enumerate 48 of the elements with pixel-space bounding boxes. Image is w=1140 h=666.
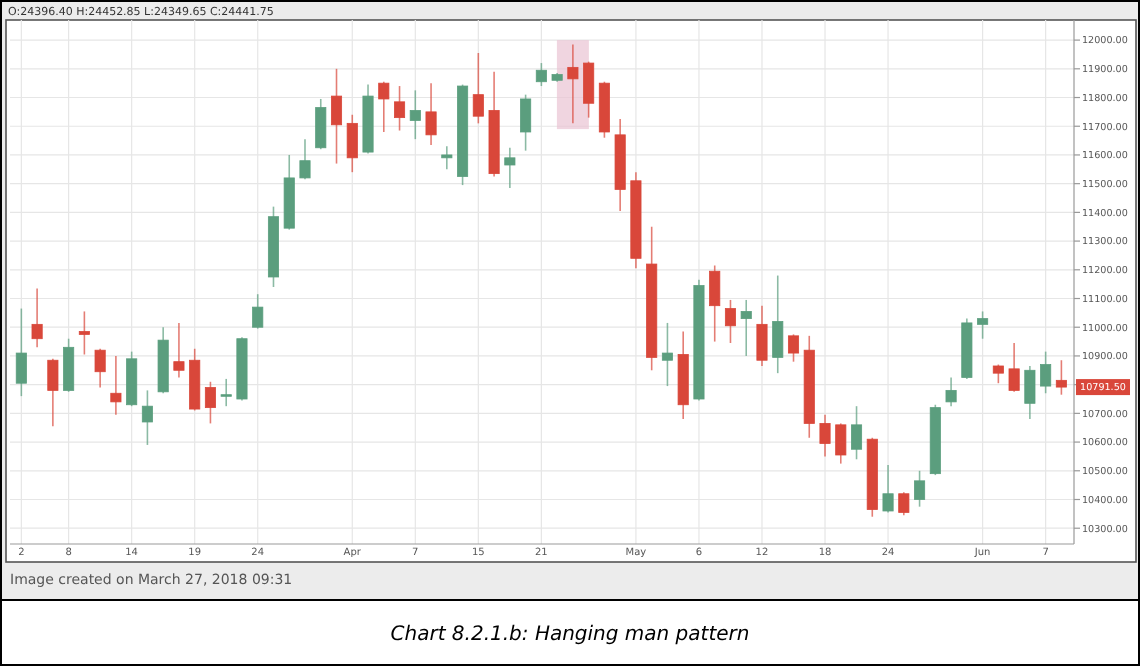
candlestick — [173, 322, 185, 379]
candlestick — [567, 43, 579, 125]
candlestick — [1040, 350, 1052, 395]
candlestick — [914, 469, 926, 508]
candlestick — [977, 310, 989, 340]
candlestick — [1008, 342, 1020, 393]
candlestick — [299, 138, 311, 181]
candlestick — [535, 62, 547, 87]
candlestick — [504, 146, 516, 189]
candlestick — [425, 82, 437, 146]
candlestick — [882, 464, 894, 514]
candlestick — [583, 60, 595, 119]
candlestick — [409, 89, 421, 140]
candlestick — [78, 310, 90, 356]
candlestick — [394, 85, 406, 132]
candlestick — [330, 68, 343, 165]
candlestick — [819, 413, 831, 458]
candlestick — [1024, 365, 1036, 420]
candlestick — [472, 52, 484, 125]
candlestick — [772, 274, 784, 374]
candlestick — [945, 376, 957, 407]
candlestick — [441, 145, 453, 171]
candlestick — [661, 322, 673, 387]
candlestick — [898, 491, 910, 517]
candlestick — [15, 307, 27, 397]
candlestick — [378, 80, 390, 133]
candlestick — [315, 98, 327, 151]
candlestick — [740, 299, 752, 357]
candlestick — [141, 389, 153, 446]
candlestick — [851, 405, 863, 461]
candlestick — [835, 422, 847, 465]
candlestick — [204, 380, 216, 425]
candlestick — [1055, 359, 1067, 396]
candlestick — [520, 93, 532, 152]
candlestick — [756, 304, 768, 367]
candlestick — [346, 113, 358, 173]
candlestick — [787, 333, 800, 363]
candlestick — [252, 293, 264, 330]
candlestick — [31, 287, 43, 349]
candlestick — [110, 355, 122, 416]
candlestick — [94, 347, 106, 389]
text: Chart 8.2.1.b: Hanging man pattern — [390, 624, 750, 646]
candlestick — [47, 358, 59, 428]
candlestick — [63, 337, 75, 393]
candlestick — [220, 378, 232, 407]
candlestick — [126, 350, 138, 407]
candlestick — [724, 299, 736, 344]
candlestick — [709, 264, 721, 343]
